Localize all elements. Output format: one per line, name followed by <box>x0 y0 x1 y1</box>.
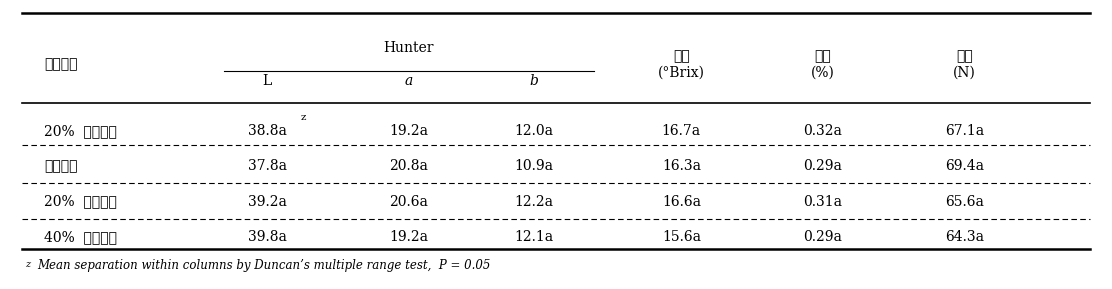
Text: 39.8a: 39.8a <box>248 230 287 244</box>
Text: 67.1a: 67.1a <box>945 124 984 138</box>
Text: 경도
(N): 경도 (N) <box>953 49 976 79</box>
Text: 12.1a: 12.1a <box>515 230 554 244</box>
Text: 39.2a: 39.2a <box>248 194 287 209</box>
Text: Mean separation within columns by Duncan’s multiple range test,  P = 0.05: Mean separation within columns by Duncan… <box>38 259 490 272</box>
Text: 0.29a: 0.29a <box>804 159 843 173</box>
Text: 64.3a: 64.3a <box>945 230 984 244</box>
Text: L: L <box>262 74 271 88</box>
Text: 16.6a: 16.6a <box>662 194 701 209</box>
Text: Hunter: Hunter <box>384 41 434 55</box>
Text: a: a <box>405 74 413 88</box>
Text: 40%  과다착과: 40% 과다착과 <box>43 230 117 244</box>
Text: 15.6a: 15.6a <box>662 230 701 244</box>
Text: 16.7a: 16.7a <box>662 124 701 138</box>
Text: b: b <box>529 74 538 88</box>
Text: 산도
(%): 산도 (%) <box>811 49 835 79</box>
Text: 20.6a: 20.6a <box>389 194 428 209</box>
Text: 0.31a: 0.31a <box>804 194 843 209</box>
Text: 0.29a: 0.29a <box>804 230 843 244</box>
Text: 당도
(°Brix): 당도 (°Brix) <box>658 49 705 79</box>
Text: 19.2a: 19.2a <box>389 124 428 138</box>
Text: 20%  과다착과: 20% 과다착과 <box>43 194 117 209</box>
Text: 69.4a: 69.4a <box>945 159 984 173</box>
Text: z: z <box>300 113 306 122</box>
Text: 10.9a: 10.9a <box>515 159 554 173</box>
Text: 관행착과: 관행착과 <box>43 159 78 173</box>
Text: 19.2a: 19.2a <box>389 230 428 244</box>
Text: 0.32a: 0.32a <box>804 124 843 138</box>
Text: 16.3a: 16.3a <box>662 159 701 173</box>
Text: z: z <box>26 260 30 269</box>
Text: 12.0a: 12.0a <box>515 124 554 138</box>
Text: 37.8a: 37.8a <box>248 159 287 173</box>
Text: 20.8a: 20.8a <box>389 159 428 173</box>
Text: 38.8a: 38.8a <box>248 124 287 138</box>
Text: 20%  과소착과: 20% 과소착과 <box>43 124 117 138</box>
Text: 처리내용: 처리내용 <box>43 58 78 71</box>
Text: 12.2a: 12.2a <box>515 194 554 209</box>
Text: 65.6a: 65.6a <box>945 194 984 209</box>
